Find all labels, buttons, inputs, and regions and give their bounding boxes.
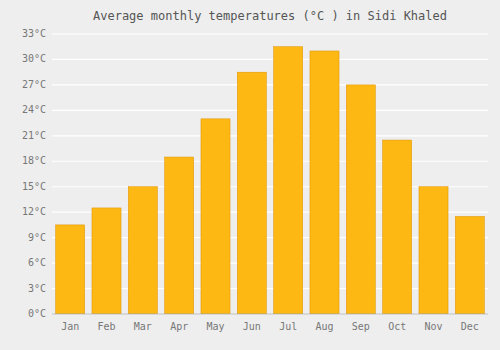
bar [346,85,375,314]
y-tick-label: 30°C [22,53,46,64]
x-tick-label: Apr [170,321,188,332]
y-axis: 0°C 3°C 6°C 9°C 12°C 15°C 18°C 21°C 24°C 27°C 30°C… [22,28,46,319]
y-tick-label: 0°C [28,308,46,319]
grid-line [52,84,488,85]
bar [201,119,230,314]
bar [92,208,121,314]
x-tick-label: May [206,321,224,332]
bar [274,47,303,314]
x-axis-line [52,314,488,315]
x-tick-label: Feb [97,321,115,332]
x-tick-label: Sep [352,321,370,332]
bar [237,72,266,314]
y-tick-label: 6°C [28,257,46,268]
y-tick-label: 18°C [22,155,46,166]
x-tick-label: Jan [61,321,79,332]
grid-line [52,161,488,162]
bar [310,51,339,314]
x-tick-label: Mar [134,321,152,332]
y-tick-label: 21°C [22,130,46,141]
grid [52,34,488,314]
bar [128,187,157,314]
x-axis: Jan Feb Mar Apr May Jun Jul Aug Sep Oct Nov Dec [61,321,479,332]
bar [455,216,484,314]
grid-line [52,33,488,34]
y-tick-label: 12°C [22,206,46,217]
y-tick-label: 15°C [22,181,46,192]
bar [165,157,194,314]
y-tick-label: 24°C [22,104,46,115]
x-tick-label: Oct [388,321,406,332]
grid-line [52,59,488,60]
y-tick-label: 33°C [22,28,46,39]
bar [383,140,412,314]
chart-container: 0°C 3°C 6°C 9°C 12°C 15°C 18°C 21°C 24°C 27°C 30°C… [0,0,500,350]
bars [56,47,485,314]
y-tick-label: 27°C [22,79,46,90]
background [0,0,500,350]
x-tick-label: Jun [243,321,261,332]
grid-line [52,110,488,111]
y-tick-label: 3°C [28,283,46,294]
title: Average monthly temperatures (°C ) in Si… [93,9,447,23]
chart: 0°C 3°C 6°C 9°C 12°C 15°C 18°C 21°C 24°C 27°C 30°C… [0,0,500,350]
bar [419,187,448,314]
y-tick-label: 9°C [28,232,46,243]
x-tick-label: Jul [279,321,297,332]
grid-line [52,135,488,136]
x-tick-label: Nov [424,321,442,332]
bar [56,225,85,314]
x-tick-label: Aug [315,321,333,332]
x-tick-label: Dec [461,321,479,332]
